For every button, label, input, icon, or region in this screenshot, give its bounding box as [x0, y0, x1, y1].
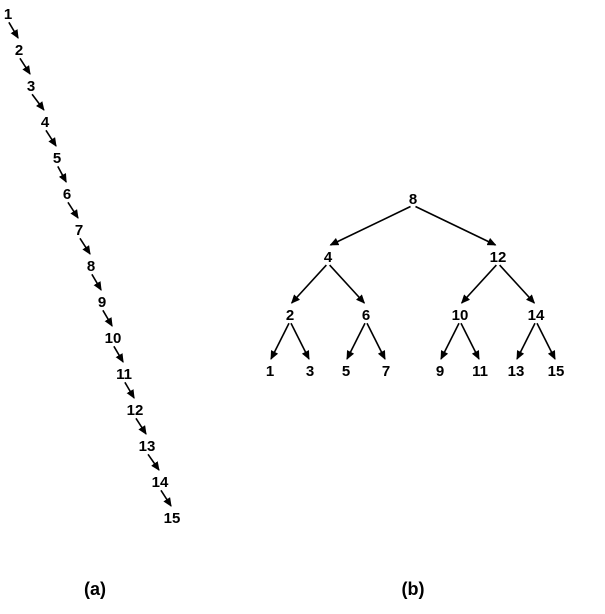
tree-node: 10: [105, 330, 122, 347]
tree-node: 5: [342, 363, 350, 380]
edge: [461, 323, 479, 359]
edge: [58, 166, 66, 182]
tree-node: 9: [436, 363, 444, 380]
tree-node: 7: [75, 222, 83, 239]
tree-node: 5: [53, 150, 61, 167]
edge: [500, 265, 535, 303]
tree-node: 9: [98, 294, 106, 311]
edge: [46, 130, 56, 146]
edge: [441, 323, 459, 359]
tree-node: 14: [152, 474, 169, 491]
tree-node: 3: [27, 78, 35, 95]
edge: [537, 323, 555, 359]
tree-node: 4: [41, 114, 50, 131]
edge: [136, 418, 146, 434]
edge: [20, 58, 30, 74]
tree-node: 14: [528, 307, 545, 324]
edge: [103, 310, 112, 326]
tree-node: 12: [127, 402, 144, 419]
caption-label: (a): [84, 579, 106, 599]
edge: [292, 265, 327, 303]
tree-node: 1: [266, 363, 274, 380]
edge: [517, 323, 535, 359]
tree-node: 3: [306, 363, 314, 380]
tree-node: 6: [362, 307, 370, 324]
edge: [291, 323, 309, 359]
tree-node: 1: [4, 6, 12, 23]
edge: [148, 454, 159, 470]
tree-node: 15: [548, 363, 565, 380]
edge: [114, 346, 123, 362]
edge: [330, 265, 365, 303]
tree-node: 4: [324, 249, 333, 266]
edge: [68, 202, 78, 218]
tree-node: 8: [87, 258, 95, 275]
edge: [330, 207, 410, 245]
tree-node: 12: [490, 249, 507, 266]
edge: [9, 22, 18, 38]
tree-node: 2: [286, 307, 294, 324]
tree-node: 11: [116, 366, 132, 383]
edge: [80, 238, 90, 254]
diagram-canvas: 123456789101112131415(a)8412261014135791…: [0, 0, 605, 609]
tree-node: 6: [63, 186, 71, 203]
tree-node: 15: [164, 510, 181, 527]
tree-node: 8: [409, 191, 417, 208]
tree-node: 13: [139, 438, 156, 455]
tree-node: 13: [508, 363, 525, 380]
edge: [32, 94, 44, 110]
edge: [161, 490, 171, 506]
caption-label: (b): [402, 579, 425, 599]
tree-node: 11: [472, 363, 488, 380]
balanced-tree: 841226101413579111315(b): [266, 191, 565, 599]
edge: [92, 274, 101, 290]
edge: [462, 265, 497, 303]
linear-tree: 123456789101112131415(a): [4, 6, 181, 599]
tree-node: 7: [382, 363, 390, 380]
edge: [367, 323, 385, 359]
edge: [271, 323, 289, 359]
edge: [125, 382, 134, 398]
tree-node: 10: [452, 307, 469, 324]
tree-node: 2: [15, 42, 23, 59]
edge: [347, 323, 365, 359]
edge: [415, 207, 495, 245]
